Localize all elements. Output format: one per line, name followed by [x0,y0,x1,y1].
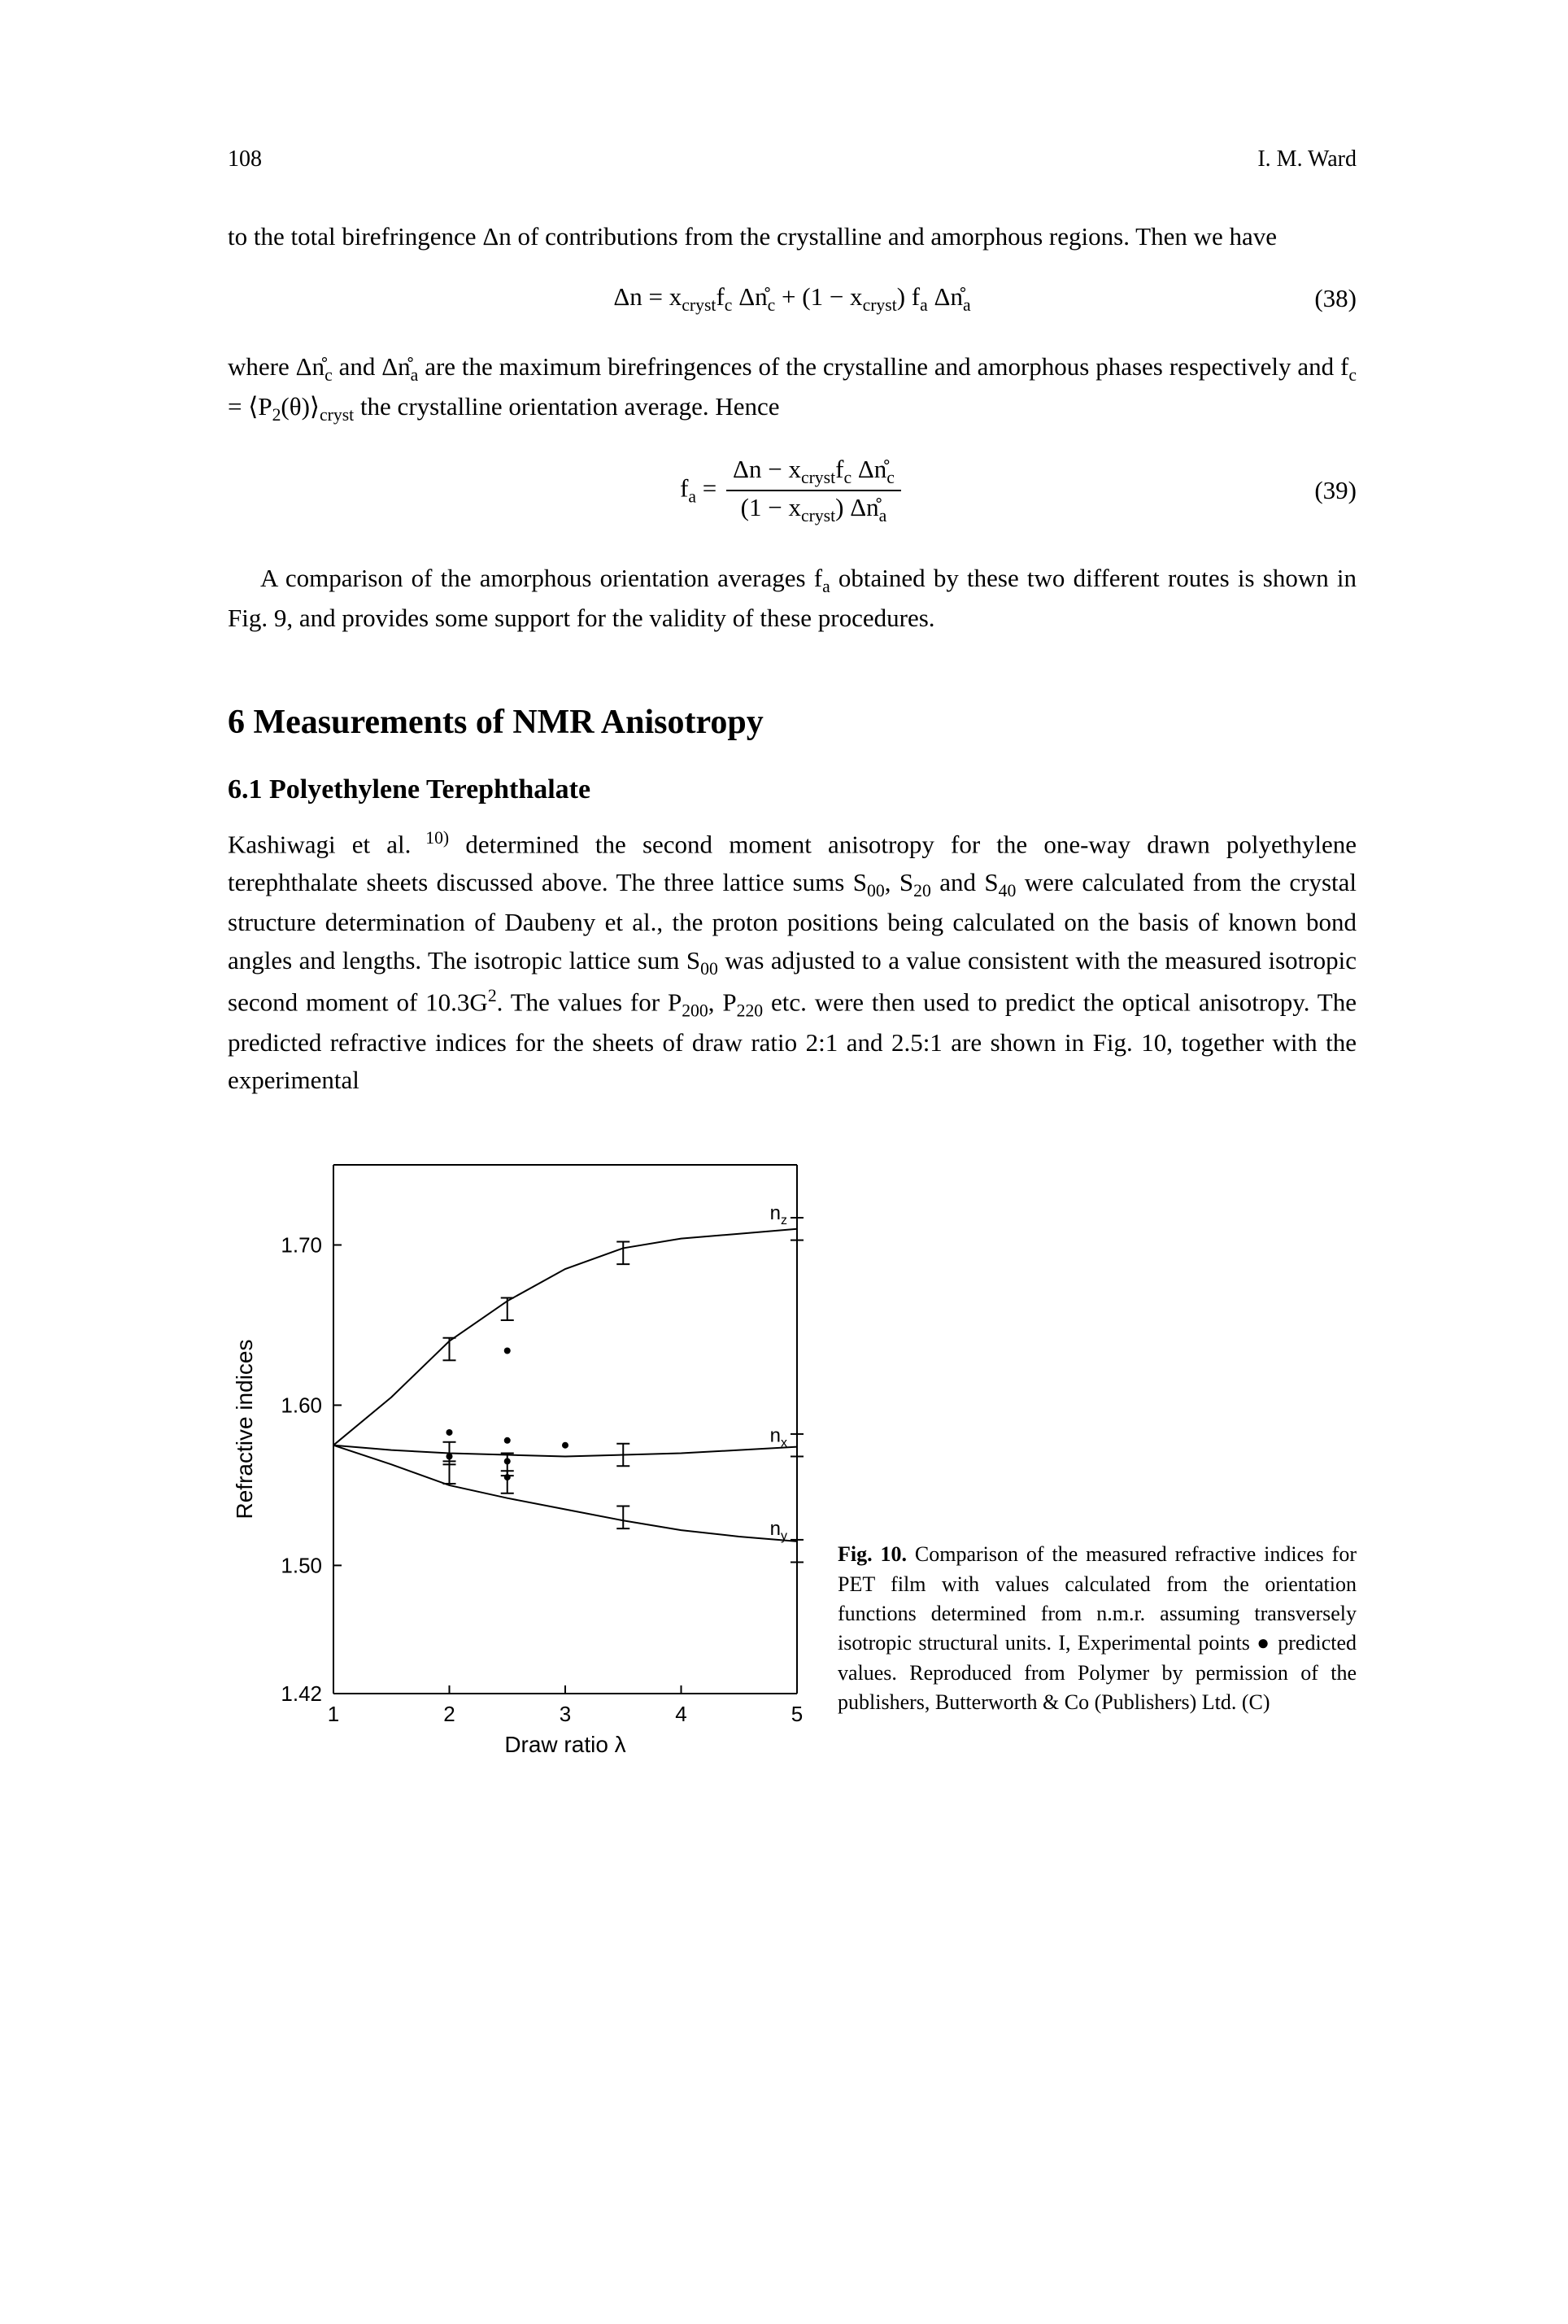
figure-10-caption: Fig. 10. Comparison of the measured refr… [838,1540,1357,1766]
svg-text:Refractive indices: Refractive indices [232,1339,257,1519]
equation-39-body: fa = Δn − xcrystfc Δn̊c (1 − xcryst) Δn̊… [680,455,904,526]
svg-text:5: 5 [791,1702,803,1726]
equation-39-number: (39) [1314,476,1357,505]
svg-text:1.42: 1.42 [281,1681,322,1706]
svg-text:1.60: 1.60 [281,1393,322,1417]
paragraph-3: A comparison of the amorphous orientatio… [228,560,1357,638]
section-6-1-heading: 6.1 Polyethylene Terephthalate [228,774,1357,805]
svg-text:2: 2 [443,1702,455,1726]
equation-39: fa = Δn − xcrystfc Δn̊c (1 − xcryst) Δn̊… [228,455,1357,526]
figure-10-label: Fig. 10. [838,1542,907,1566]
equation-38-number: (38) [1314,284,1357,313]
figure-10: 1 2 3 4 5 1.42 1.50 1.60 1.70 Draw ratio λ Refract… [228,1149,1357,1767]
header-author: I. M. Ward [1257,146,1357,172]
paragraph-2: where Δn̊c and Δn̊a are the maximum bire… [228,348,1357,429]
svg-text:Draw ratio λ: Draw ratio λ [504,1732,625,1757]
svg-text:3: 3 [560,1702,571,1726]
page-number: 108 [228,146,262,172]
svg-text:1: 1 [328,1702,339,1726]
paragraph-4: Kashiwagi et al. 10) determined the seco… [228,825,1357,1100]
paragraph-1: to the total birefringence Δn of contrib… [228,218,1357,256]
refractive-indices-chart: 1 2 3 4 5 1.42 1.50 1.60 1.70 Draw ratio λ Refract… [228,1149,813,1767]
svg-text:ny: ny [770,1518,787,1543]
running-header: 108 I. M. Ward [228,146,1357,172]
svg-text:4: 4 [675,1702,686,1726]
svg-text:nx: nx [770,1424,787,1450]
svg-text:1.50: 1.50 [281,1553,322,1577]
figure-10-caption-text: Comparison of the measured refractive in… [838,1542,1357,1714]
equation-38-body: Δn = xcrystfc Δn̊c + (1 − xcryst) fa Δn̊… [613,282,970,316]
para1-text: to the total birefringence Δn of contrib… [228,222,1277,251]
svg-text:1.70: 1.70 [281,1232,322,1257]
section-6-heading: 6 Measurements of NMR Anisotropy [228,703,1357,742]
svg-text:nz: nz [770,1201,787,1227]
equation-38: Δn = xcrystfc Δn̊c + (1 − xcryst) fa Δn̊… [228,282,1357,316]
